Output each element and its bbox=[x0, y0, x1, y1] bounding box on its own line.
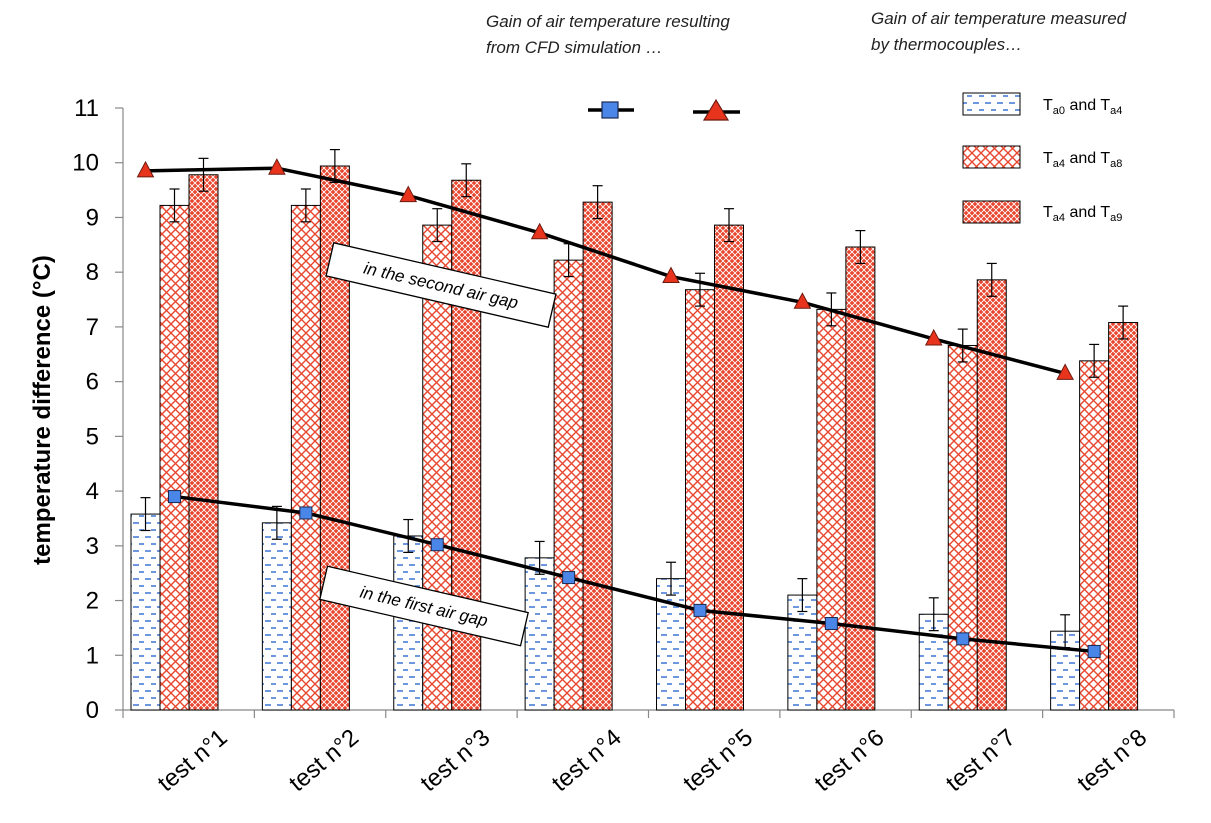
square-marker bbox=[956, 632, 970, 646]
square-marker bbox=[693, 603, 707, 617]
y-tick-label: 0 bbox=[86, 697, 99, 724]
bar bbox=[393, 535, 424, 711]
square-marker bbox=[430, 538, 444, 552]
square-marker bbox=[562, 571, 576, 585]
x-tick-label: test n°2 bbox=[284, 724, 364, 797]
bar bbox=[524, 557, 555, 711]
measured-note-line2: by thermocouples… bbox=[871, 35, 1022, 54]
bar bbox=[553, 259, 584, 711]
legend-swatch-dashes bbox=[962, 92, 1021, 116]
square-marker bbox=[1087, 644, 1101, 658]
y-tick-label: 3 bbox=[86, 533, 99, 560]
triangle-marker bbox=[1056, 363, 1074, 380]
y-tick-label: 2 bbox=[86, 588, 99, 615]
bar bbox=[290, 204, 321, 711]
bar bbox=[714, 224, 744, 711]
x-tick-label: test n°8 bbox=[1072, 724, 1152, 797]
first-gap-simulation-line bbox=[174, 494, 1095, 654]
legend-item-series-1: Ta0 and Ta4 bbox=[962, 92, 1122, 117]
legend-item-series-2: Ta4 and Ta8 bbox=[962, 145, 1122, 170]
axes: 0 1 2 3 4 5 6 7 8 9 10 11 bbox=[72, 95, 1175, 724]
y-tick-label: 4 bbox=[86, 478, 99, 505]
square-marker bbox=[299, 506, 313, 520]
y-tick-label: 10 bbox=[72, 150, 99, 177]
legend-swatch-light-crosshatch bbox=[962, 145, 1021, 169]
bar bbox=[685, 289, 715, 711]
x-tick-label: test n°3 bbox=[415, 724, 495, 797]
y-tick-label: 8 bbox=[86, 259, 99, 286]
y-tick-label: 7 bbox=[86, 314, 99, 341]
bar bbox=[816, 308, 847, 711]
square-marker bbox=[824, 617, 838, 631]
legend-swatch-dense-crosshatch bbox=[962, 200, 1021, 224]
triangle-marker bbox=[924, 328, 943, 346]
y-tick-label: 5 bbox=[86, 423, 99, 450]
bar bbox=[130, 513, 161, 711]
triangle-marker bbox=[662, 266, 680, 284]
bar bbox=[976, 279, 1007, 711]
cfd-note-line1: Gain of air temperature resulting bbox=[486, 12, 730, 31]
bar bbox=[845, 246, 876, 711]
bar bbox=[1108, 322, 1139, 711]
legend: Ta0 and Ta4 Ta4 and Ta8 Ta4 and Ta9 bbox=[962, 92, 1122, 224]
bar bbox=[656, 578, 686, 711]
measured-note-line1: Gain of air temperature measured bbox=[871, 9, 1127, 28]
legend-item-series-3: Ta4 and Ta9 bbox=[962, 200, 1122, 224]
triangle-marker bbox=[136, 160, 155, 178]
square-marker bbox=[168, 490, 181, 504]
y-axis-label: temperature difference (°C) bbox=[29, 255, 56, 565]
triangle-marker bbox=[530, 222, 549, 240]
bar bbox=[582, 201, 613, 711]
triangle-marker bbox=[268, 158, 286, 175]
legend-label-1: Ta0 and Ta4 bbox=[1043, 97, 1122, 117]
bar bbox=[787, 594, 818, 711]
x-tick-labels: test n°1 test n°2 test n°3 test n°4 test n°5… bbox=[153, 724, 1153, 797]
y-tick-label: 11 bbox=[74, 95, 99, 122]
triangle-marker bbox=[793, 292, 812, 309]
bar bbox=[188, 174, 219, 711]
bar bbox=[261, 522, 292, 711]
y-tick-label: 9 bbox=[86, 204, 99, 231]
x-tick-label: test n°7 bbox=[941, 724, 1021, 797]
y-tick-label: 1 bbox=[86, 642, 99, 669]
bar bbox=[159, 204, 190, 711]
legend-label-3: Ta4 and Ta9 bbox=[1043, 204, 1122, 224]
cfd-triangle-legend-marker bbox=[693, 98, 740, 121]
bars bbox=[130, 165, 1139, 711]
legend-label-2: Ta4 and Ta8 bbox=[1043, 150, 1122, 170]
x-tick-label: test n°1 bbox=[153, 724, 233, 797]
x-tick-label: test n°4 bbox=[547, 724, 627, 797]
x-tick-label: test n°5 bbox=[678, 724, 758, 797]
simulation-lines bbox=[136, 158, 1101, 658]
bar bbox=[947, 345, 978, 711]
cfd-square-legend-marker bbox=[588, 101, 634, 119]
y-tick-label: 6 bbox=[86, 369, 99, 396]
triangle-marker bbox=[399, 185, 418, 203]
x-tick-label: test n°6 bbox=[810, 724, 890, 797]
second-gap-simulation-line bbox=[145, 166, 1066, 376]
cfd-note-line2: from CFD simulation … bbox=[486, 38, 663, 57]
